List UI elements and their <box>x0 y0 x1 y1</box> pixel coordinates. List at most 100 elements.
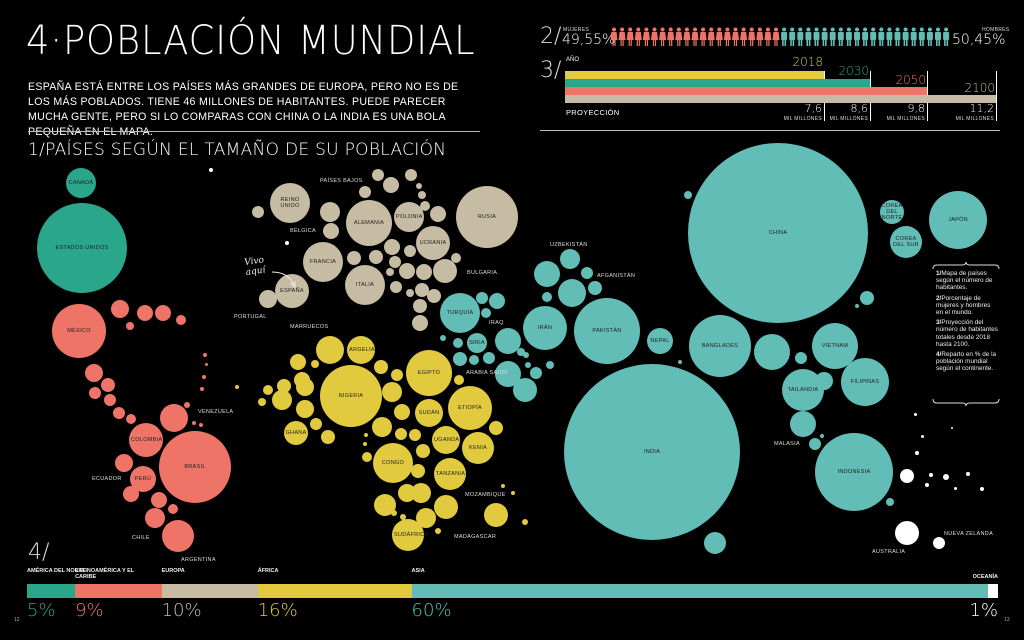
continent-label: ÁFRICA <box>257 568 279 574</box>
country-label: BÉLGICA <box>290 228 316 234</box>
country-bubble <box>111 300 129 318</box>
brace-top <box>932 262 1000 270</box>
country-bubble: PERÚ <box>130 466 156 492</box>
country-bubble <box>483 352 495 364</box>
country-bubble: UCRANIA <box>416 226 450 260</box>
country-bubble <box>886 498 894 506</box>
country-bubble <box>469 355 479 365</box>
country-label: UZBEKISTÁN <box>550 242 588 248</box>
country-bubble <box>525 362 531 368</box>
country-label: ESPAÑA <box>280 288 304 294</box>
country-bubble <box>372 417 392 437</box>
country-bubble <box>259 290 277 308</box>
continent-percent: 1% <box>969 600 998 621</box>
country-label: BANGLADÉS <box>701 343 739 349</box>
country-label: PERÚ <box>134 476 152 482</box>
country-bubble <box>416 444 430 458</box>
page-title: 4·POBLACIÓN MUNDIAL <box>26 18 476 64</box>
arrow-icon <box>271 271 296 289</box>
country-bubble: TANZANIA <box>434 458 466 490</box>
country-bubble <box>204 362 208 366</box>
projection-value: 8,6 <box>850 102 869 115</box>
country-bubble <box>391 510 397 516</box>
legend-item: 1/Mapa de países según el número de habi… <box>936 270 998 292</box>
country-label: ITALIA <box>355 282 375 288</box>
continent-percent: 10% <box>161 600 202 621</box>
male-person-icon <box>854 27 860 46</box>
country-bubble: BRASIL <box>159 431 231 503</box>
male-person-icon <box>886 27 893 46</box>
country-label: FILIPINAS <box>850 379 880 385</box>
country-label: EGIPTO <box>417 370 441 376</box>
country-label: CONGO <box>381 460 405 466</box>
country-bubble <box>290 354 306 370</box>
country-bubble: BANGLADÉS <box>689 315 751 377</box>
country-bubble <box>145 508 165 528</box>
country-bubble: GHANA <box>284 421 308 445</box>
country-bubble <box>347 251 361 265</box>
country-bubble <box>501 484 505 488</box>
female-person-icon <box>651 27 658 46</box>
country-label: UCRANIA <box>419 240 447 246</box>
female-person-icon <box>675 27 683 46</box>
country-bubble: SUDÁN <box>415 399 443 427</box>
country-bubble <box>481 308 491 318</box>
country-bubble <box>405 169 417 181</box>
country-bubble <box>123 486 139 502</box>
country-bubble <box>202 375 206 379</box>
country-bubble: UGANDA <box>432 426 460 454</box>
country-bubble: ALEMANIA <box>346 200 392 246</box>
country-label: ECUADOR <box>92 476 122 482</box>
country-label: POLONIA <box>396 214 423 220</box>
country-bubble <box>160 404 188 432</box>
country-label: ARGELIA <box>349 347 375 353</box>
country-bubble <box>126 322 134 330</box>
female-person-icon <box>699 27 707 46</box>
unit-label: MIL MILLONES <box>955 116 994 122</box>
country-bubble <box>296 400 314 418</box>
unit-label: MIL MILLONES <box>783 116 822 122</box>
country-bubble <box>89 387 101 399</box>
female-person-icon <box>707 27 715 46</box>
country-bubble <box>390 281 402 293</box>
country-bubble <box>920 434 924 438</box>
country-label: MADAGASCAR <box>454 534 497 540</box>
country-bubble <box>372 169 384 181</box>
country-bubble <box>684 191 692 199</box>
country-bubble <box>285 241 289 245</box>
country-bubble <box>316 336 344 364</box>
country-bubble <box>394 404 410 420</box>
female-person-icon <box>740 27 748 46</box>
legend-number: 2/ <box>936 294 942 302</box>
continent-segment <box>988 584 998 598</box>
country-bubble <box>406 289 414 297</box>
country-bubble <box>311 360 319 368</box>
country-bubble <box>101 378 115 392</box>
male-person-icon <box>837 27 844 46</box>
country-label: SUDÁN <box>418 410 440 416</box>
section-title: 1/PAÍSES SEGÚN EL TAMAÑO DE SU POBLACIÓN <box>28 140 447 160</box>
country-bubble: ESPAÑA <box>275 274 309 308</box>
country-bubble: SIRIA <box>467 333 487 353</box>
unit-label: MIL MILLONES <box>886 116 925 122</box>
country-bubble <box>860 291 874 305</box>
country-bubble <box>409 429 421 441</box>
country-label: SUDÁFRICA <box>394 532 429 538</box>
male-person-icon <box>943 27 950 46</box>
projection-bar-2050 <box>565 87 927 95</box>
legend-number: 1/ <box>936 270 942 277</box>
country-bubble <box>546 361 554 369</box>
projection-label: PROYECCIÓN <box>566 108 620 117</box>
country-bubble <box>933 537 945 549</box>
country-label: INDIA <box>643 449 661 455</box>
country-bubble <box>374 494 396 516</box>
male-person-icon <box>789 27 796 46</box>
male-person-icon <box>918 27 925 46</box>
country-bubble <box>155 305 171 321</box>
country-bubble <box>391 369 403 381</box>
brace-bottom <box>932 398 1000 406</box>
country-bubble: FILIPINAS <box>841 358 889 406</box>
country-bubble <box>296 378 314 396</box>
legend-item: 2/Porcentaje de mujeres y hombres en el … <box>936 295 998 317</box>
year-label: 2018 <box>792 55 823 69</box>
